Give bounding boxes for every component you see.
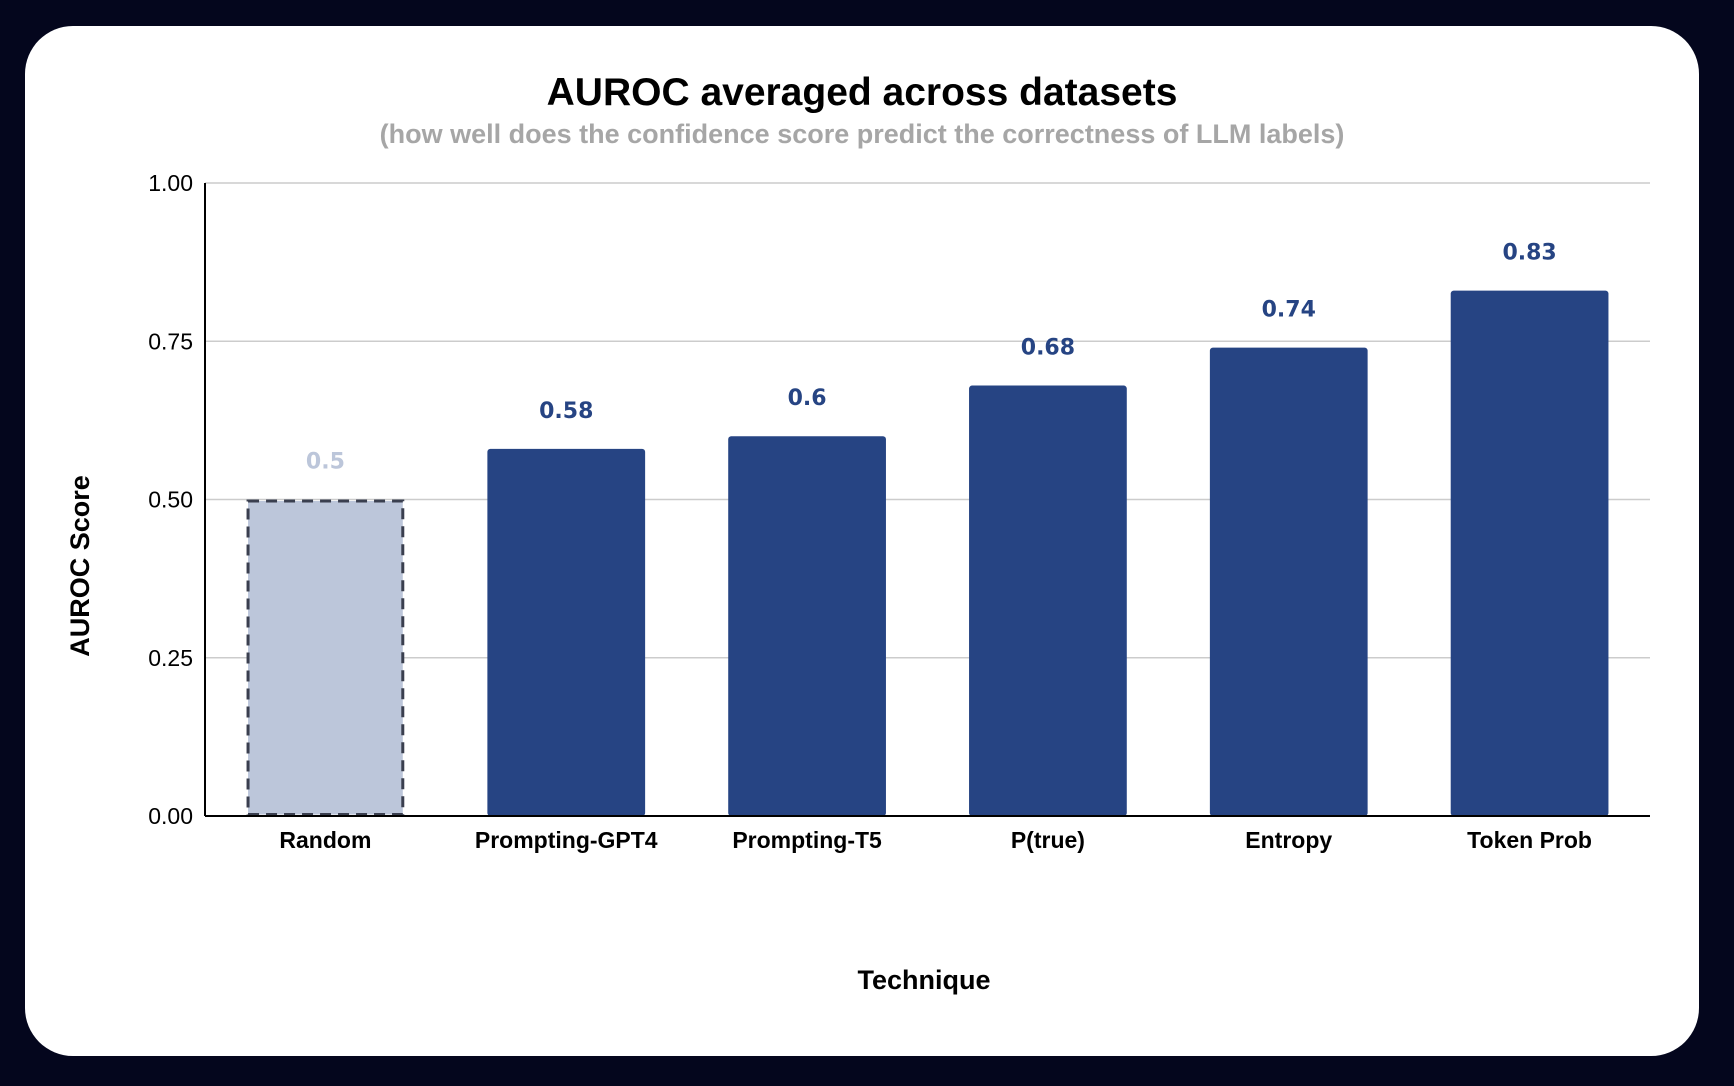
y-tick-label: 0.25: [148, 645, 193, 671]
x-tick-label: Token Prob: [1467, 827, 1592, 853]
x-tick-label: Prompting-GPT4: [475, 827, 658, 853]
data-label: 0.58: [539, 399, 593, 424]
bar: [1450, 290, 1609, 816]
bar: [728, 436, 886, 816]
bars: [246, 290, 1609, 816]
data-label: 0.6: [788, 386, 827, 411]
data-labels: 0.5 0.58 0.6 0.68 0.74 0.83: [306, 241, 1557, 475]
data-label: 0.68: [1021, 336, 1075, 361]
data-label: 0.83: [1502, 241, 1556, 266]
x-tick-label: Prompting-T5: [732, 827, 882, 853]
x-tick-label: P(true): [1011, 827, 1085, 853]
y-tick-label: 1.00: [148, 170, 193, 196]
bar-random: [246, 499, 405, 816]
y-tick-label: 0.50: [148, 487, 193, 513]
bar-chart: AUROC averaged across datasets (how well…: [65, 71, 1650, 995]
x-axis-label: Technique: [857, 965, 990, 995]
data-label: 0.5: [306, 450, 345, 475]
y-axis-label: AUROC Score: [65, 475, 95, 657]
x-tick-label: Entropy: [1245, 827, 1332, 853]
y-tick-label: 0.75: [148, 328, 193, 354]
y-axis-ticks: 0.00 0.25 0.50 0.75 1.00: [148, 170, 193, 829]
chart-title: AUROC averaged across datasets: [547, 71, 1178, 114]
x-tick-label: Random: [279, 827, 371, 853]
y-tick-label: 0.00: [148, 803, 193, 829]
bar: [969, 385, 1127, 816]
bar: [487, 448, 646, 816]
bar: [1209, 347, 1368, 816]
data-label: 0.74: [1262, 298, 1316, 323]
chart-card: AUROC averaged across datasets (how well…: [25, 26, 1699, 1056]
x-axis-ticks: Random Prompting-GPT4 Prompting-T5 P(true) E…: [279, 827, 1592, 853]
gridlines: [205, 182, 1650, 659]
chart-subtitle: (how well does the confidence score pred…: [380, 119, 1345, 149]
